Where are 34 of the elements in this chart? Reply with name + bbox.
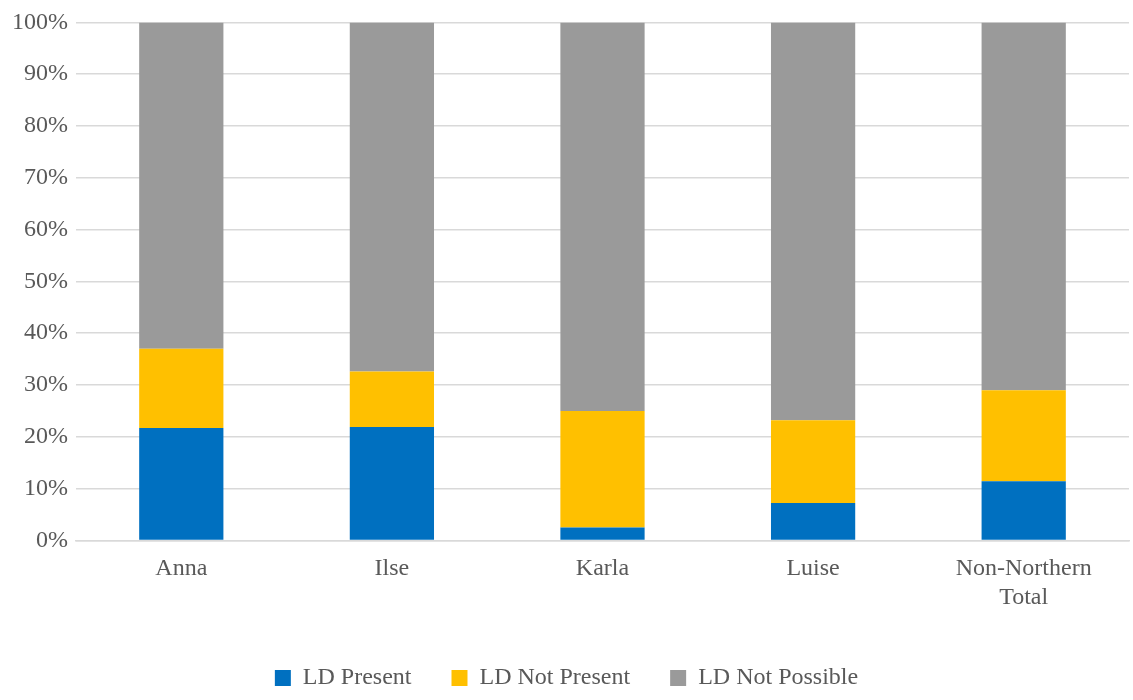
legend-label: LD Not Present	[479, 663, 631, 690]
x-tick-label: Non-Northern Total	[955, 554, 1092, 609]
y-tick-label: 70%	[23, 163, 68, 190]
legend-label: LD Present	[302, 663, 412, 690]
y-tick-label: 10%	[23, 473, 68, 500]
y-tick-label: 60%	[23, 214, 68, 241]
bar	[981, 390, 1066, 482]
y-tick-label: 0%	[35, 525, 68, 552]
bar	[349, 426, 435, 540]
bar	[139, 348, 224, 428]
y-tick-label: 20%	[23, 422, 68, 449]
bar	[560, 410, 645, 528]
x-tick-label: Luise	[786, 554, 840, 581]
bar	[770, 22, 856, 421]
bar	[349, 22, 435, 372]
bar	[139, 427, 224, 540]
bar	[560, 22, 645, 411]
x-tick-label: Anna	[155, 554, 208, 581]
y-tick-label: 90%	[23, 59, 68, 86]
y-tick-label: 50%	[23, 266, 68, 293]
x-tick-label: Ilse	[374, 554, 410, 581]
y-tick-label: 80%	[23, 111, 68, 138]
bar	[770, 503, 856, 540]
legend-label: LD Not Possible	[698, 663, 859, 690]
x-tick-label: Karla	[575, 554, 630, 581]
y-tick-label: 30%	[23, 370, 68, 397]
bar	[560, 527, 645, 540]
y-tick-label: 100%	[11, 7, 68, 34]
bar	[981, 22, 1066, 391]
bar	[349, 371, 435, 427]
bar	[981, 481, 1066, 540]
y-tick-label: 40%	[23, 318, 68, 345]
bar	[139, 22, 224, 349]
bar	[770, 420, 856, 504]
